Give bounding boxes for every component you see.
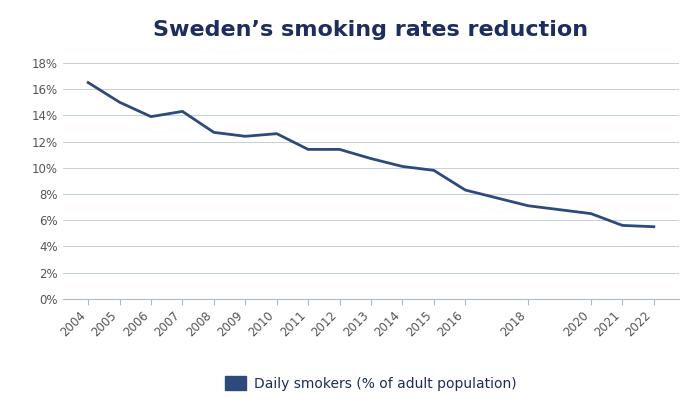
Legend: Daily smokers (% of adult population): Daily smokers (% of adult population) xyxy=(220,371,522,396)
Title: Sweden’s smoking rates reduction: Sweden’s smoking rates reduction xyxy=(153,20,589,40)
